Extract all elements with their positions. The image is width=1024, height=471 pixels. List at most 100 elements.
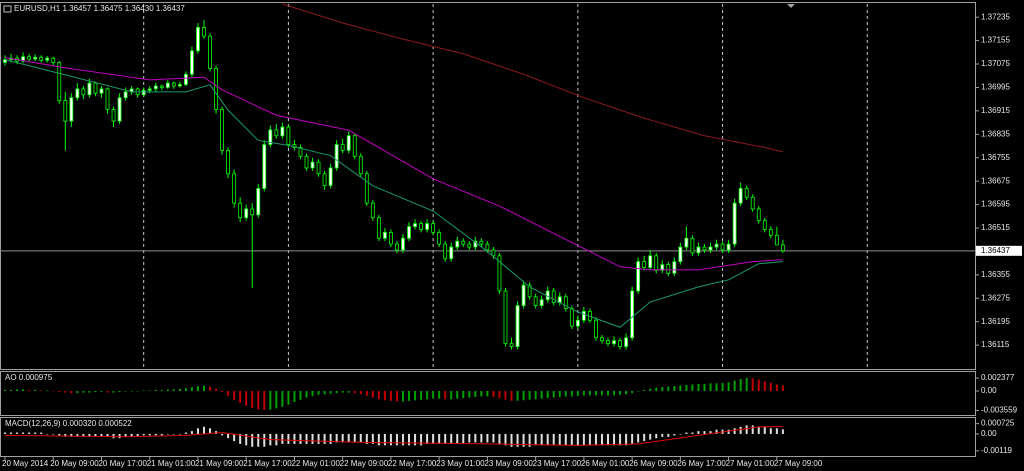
histogram-bar xyxy=(215,388,218,391)
histogram-bar xyxy=(486,433,489,443)
candle-body xyxy=(268,129,273,145)
histogram-bar xyxy=(305,391,308,398)
histogram-bar xyxy=(34,389,37,391)
x-tick-label: 22 May 09:00 xyxy=(340,459,389,468)
histogram-bar xyxy=(190,431,193,434)
histogram-bar xyxy=(516,433,519,447)
histogram-bar xyxy=(745,377,748,391)
x-tick-label: 23 May 01:00 xyxy=(436,459,485,468)
histogram-bar xyxy=(534,433,537,446)
indicator-line xyxy=(4,59,783,328)
histogram-bar xyxy=(528,391,531,400)
ao-frame xyxy=(0,371,976,416)
histogram-bar xyxy=(251,391,254,408)
candle-body xyxy=(280,126,285,137)
histogram-bar xyxy=(52,433,55,435)
histogram-bar xyxy=(46,433,49,435)
histogram-bar xyxy=(311,433,314,444)
candle-body xyxy=(214,68,218,110)
candle-body xyxy=(238,202,243,219)
histogram-bar xyxy=(492,433,495,443)
histogram-bar xyxy=(438,391,441,399)
histogram-bar xyxy=(160,389,163,391)
candle-body xyxy=(395,243,399,251)
panel-title: MACD(12,26,9) 0.000320 0.000522 xyxy=(5,419,132,428)
candle-body xyxy=(99,88,104,94)
histogram-bar xyxy=(22,432,25,434)
histogram-bar xyxy=(456,433,459,444)
candle-body xyxy=(51,57,56,63)
candle-body xyxy=(364,173,369,204)
histogram-bar xyxy=(721,382,724,391)
histogram-bar xyxy=(377,391,380,400)
histogram-bar xyxy=(607,391,609,396)
histogram-bar xyxy=(88,391,91,393)
histogram-bar xyxy=(576,433,579,446)
histogram-bar xyxy=(757,379,760,391)
histogram-bar xyxy=(389,433,392,446)
histogram-bar xyxy=(263,391,266,411)
histogram-bar xyxy=(245,391,248,406)
x-tick-label: 21 May 09:00 xyxy=(195,459,244,468)
histogram-bar xyxy=(703,431,706,434)
histogram-bar xyxy=(432,433,435,444)
histogram-bar xyxy=(245,433,248,446)
candle-body xyxy=(382,231,387,239)
histogram-bar xyxy=(661,387,664,391)
y-tick-label: -0.003559 xyxy=(981,406,1018,415)
histogram-bar xyxy=(432,391,435,399)
x-tick-label: 20 May 2014 xyxy=(2,459,49,468)
candle-body xyxy=(618,340,622,347)
y-tick-label: 1.36755 xyxy=(981,153,1010,162)
candle-body xyxy=(105,88,110,110)
histogram-bar xyxy=(408,391,411,401)
candle-body xyxy=(660,264,665,271)
candle-body xyxy=(177,84,182,87)
histogram-bar xyxy=(281,433,284,444)
candle-body xyxy=(310,161,315,169)
candle-body xyxy=(202,27,206,37)
x-tick-label: 27 May 09:00 xyxy=(774,459,823,468)
histogram-bar xyxy=(775,384,778,391)
main-frame xyxy=(0,2,976,370)
histogram-bar xyxy=(546,433,549,446)
y-tick-label: -0.00119 xyxy=(981,446,1013,455)
y-tick-label: 1.36195 xyxy=(981,317,1010,326)
histogram-bar xyxy=(124,433,127,437)
histogram-bar xyxy=(82,433,85,437)
histogram-bar xyxy=(715,429,718,434)
candle-body xyxy=(389,231,393,245)
histogram-bar xyxy=(389,391,392,401)
candle-body xyxy=(780,244,785,252)
histogram-bar xyxy=(293,433,296,444)
histogram-bar xyxy=(190,387,193,391)
histogram-bar xyxy=(233,433,236,442)
histogram-bar xyxy=(196,386,199,391)
candle-body xyxy=(401,237,405,251)
histogram-bar xyxy=(28,432,31,434)
histogram-bar xyxy=(727,429,730,434)
histogram-bar xyxy=(88,433,91,437)
histogram-bar xyxy=(751,425,754,434)
histogram-bar xyxy=(504,433,507,446)
histogram-bar xyxy=(347,433,350,443)
histogram-bar xyxy=(4,389,6,391)
histogram-bar xyxy=(576,391,579,396)
candle-body xyxy=(491,249,496,257)
histogram-bar xyxy=(468,391,471,398)
candle-body xyxy=(27,56,32,60)
histogram-bar xyxy=(474,391,477,397)
histogram-bar xyxy=(28,389,31,391)
histogram-bar xyxy=(498,433,501,444)
histogram-bar xyxy=(16,389,19,391)
histogram-bar xyxy=(148,390,151,391)
histogram-bar xyxy=(582,391,585,396)
macd-frame xyxy=(0,417,976,457)
histogram-bar xyxy=(763,426,766,434)
histogram-bar xyxy=(462,433,465,444)
candle-body xyxy=(443,243,448,260)
candle-body xyxy=(346,135,351,151)
histogram-bar xyxy=(588,433,591,446)
histogram-bar xyxy=(124,391,127,392)
